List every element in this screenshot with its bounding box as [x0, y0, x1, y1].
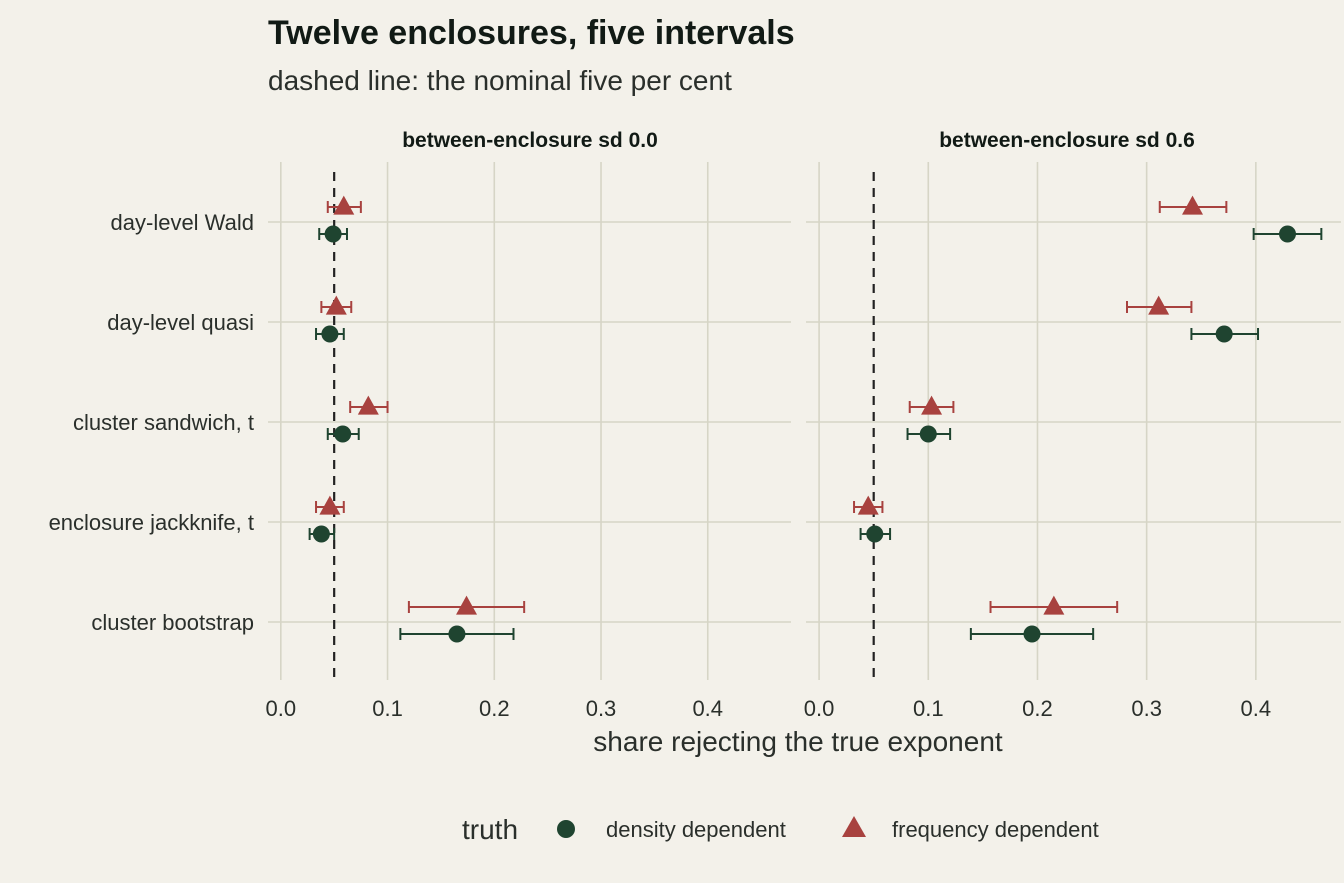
legend-title: truth: [462, 814, 518, 845]
x-tick-label: 0.2: [1022, 696, 1053, 721]
y-axis-labels: day-level Wald day-level quasi cluster san…: [49, 210, 254, 635]
x-axis-ticks: 0.0 0.1 0.2 0.3 0.4 0.0 0.1 0.2 0.3 0.4: [266, 696, 1272, 721]
point-cluster-bootstrap: [1023, 625, 1041, 643]
x-tick-label: 0.3: [1131, 696, 1162, 721]
x-tick-label: 0.2: [479, 696, 510, 721]
point-enclosure-jackknife-t: [866, 525, 884, 543]
point-day-level-quasi: [321, 325, 339, 343]
panel-strip-label: between-enclosure sd 0.0: [402, 129, 658, 152]
point-cluster-sandwich-t: [334, 425, 352, 443]
point-day-level-quasi: [1148, 295, 1170, 315]
point-day-level-wald: [1182, 195, 1204, 215]
x-tick-label: 0.0: [266, 696, 297, 721]
point-enclosure-jackknife-t: [319, 495, 341, 515]
x-axis-label: share rejecting the true exponent: [593, 726, 1003, 757]
gridlines: [806, 162, 1341, 680]
series-density-dependent: [308, 225, 515, 643]
point-cluster-bootstrap: [456, 595, 478, 615]
series-frequency-dependent: [853, 195, 1228, 615]
x-tick-label: 0.4: [692, 696, 723, 721]
x-tick-label: 0.4: [1241, 696, 1272, 721]
point-day-level-quasi: [1215, 325, 1233, 343]
x-tick-label: 0.1: [913, 696, 944, 721]
y-label-cluster-bootstrap: cluster bootstrap: [91, 610, 254, 635]
y-label-day-level-wald: day-level Wald: [111, 210, 254, 235]
point-day-level-wald: [333, 195, 355, 215]
x-tick-label: 0.0: [804, 696, 835, 721]
legend-key-density-icon: [557, 820, 575, 838]
y-label-enclosure-jackknife-t: enclosure jackknife, t: [49, 510, 254, 535]
x-tick-label: 0.3: [586, 696, 617, 721]
point-cluster-bootstrap: [1043, 595, 1065, 615]
x-tick-label: 0.1: [372, 696, 403, 721]
point-enclosure-jackknife-t: [857, 495, 879, 515]
panel-strip-label: between-enclosure sd 0.6: [939, 129, 1195, 152]
point-cluster-sandwich-t: [357, 395, 379, 415]
panel-sd-0: between-enclosure sd 0.0: [268, 129, 791, 680]
legend: truth density dependent frequency depend…: [462, 814, 1099, 845]
point-cluster-sandwich-t: [919, 425, 937, 443]
legend-entry-frequency: frequency dependent: [892, 817, 1099, 842]
point-day-level-wald: [1279, 225, 1296, 243]
point-cluster-bootstrap: [448, 625, 466, 643]
series-frequency-dependent: [315, 195, 526, 615]
series-density-dependent: [859, 225, 1323, 643]
legend-key-frequency-icon: [842, 816, 866, 837]
y-label-cluster-sandwich-t: cluster sandwich, t: [73, 410, 254, 435]
point-cluster-sandwich-t: [921, 395, 943, 415]
point-day-level-quasi: [325, 295, 347, 315]
point-day-level-wald: [324, 225, 342, 243]
chart-subtitle: dashed line: the nominal five per cent: [268, 65, 732, 96]
chart-title: Twelve enclosures, five intervals: [268, 14, 795, 52]
point-enclosure-jackknife-t: [312, 525, 330, 543]
legend-entry-density: density dependent: [606, 817, 786, 842]
panel-sd-0-6: between-enclosure sd 0.6: [806, 129, 1341, 680]
gridlines: [268, 162, 791, 680]
y-label-day-level-quasi: day-level quasi: [107, 310, 254, 335]
